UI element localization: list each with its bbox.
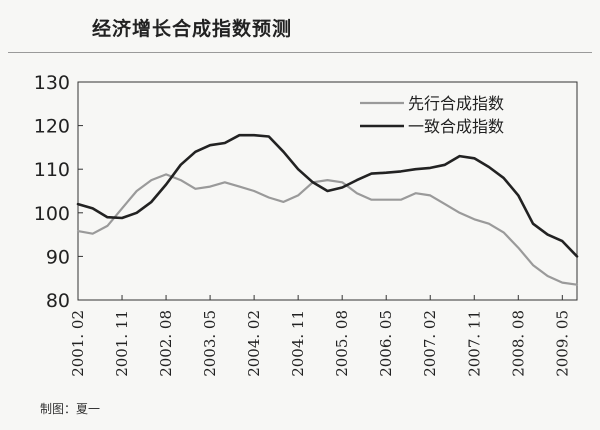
x-tick-label: 2001. 02 <box>69 310 87 377</box>
y-tick-label: 80 <box>46 290 70 312</box>
x-axis-ticks: 2001. 02 2001. 11 2002. 08 2003. 05 2004. 02… <box>69 295 571 377</box>
x-tick-label: 2008. 08 <box>509 310 527 377</box>
series-line-1 <box>76 173 579 286</box>
x-tick-label: 2009. 05 <box>553 310 571 377</box>
y-tick-label: 90 <box>46 246 70 268</box>
x-tick-label: 2004. 11 <box>289 310 307 377</box>
x-tick-label: 2007. 02 <box>421 310 439 377</box>
y-tick-label: 130 <box>34 72 70 94</box>
chart-axes <box>77 81 578 301</box>
chart-credit: 制图：夏一 <box>40 402 101 416</box>
series-line-2 <box>76 133 579 258</box>
x-tick-label: 2005. 08 <box>333 310 351 377</box>
plot-frame <box>77 81 578 301</box>
chart-series <box>76 133 579 286</box>
y-tick-label: 100 <box>34 203 70 225</box>
x-tick-label: 2002. 08 <box>157 310 175 377</box>
y-tick-label: 110 <box>34 159 70 181</box>
line-chart: 80 90 100 110 120 130 2001. 02 2001. 11 2002. 0… <box>34 72 579 377</box>
x-tick-label: 2003. 05 <box>201 310 219 377</box>
y-axis-ticks: 80 90 100 110 120 130 <box>34 72 83 312</box>
title-divider <box>8 52 592 53</box>
x-tick-label: 2004. 02 <box>245 310 263 377</box>
x-tick-label: 2006. 05 <box>377 310 395 377</box>
legend-label-2: 一致合成指数 <box>408 117 504 136</box>
y-tick-label: 120 <box>34 116 70 138</box>
chart-title: 经济增长合成指数预测 <box>92 18 293 40</box>
x-tick-label: 2007. 11 <box>465 310 483 377</box>
legend-label-1: 先行合成指数 <box>408 94 504 113</box>
x-tick-label: 2001. 11 <box>113 310 131 377</box>
